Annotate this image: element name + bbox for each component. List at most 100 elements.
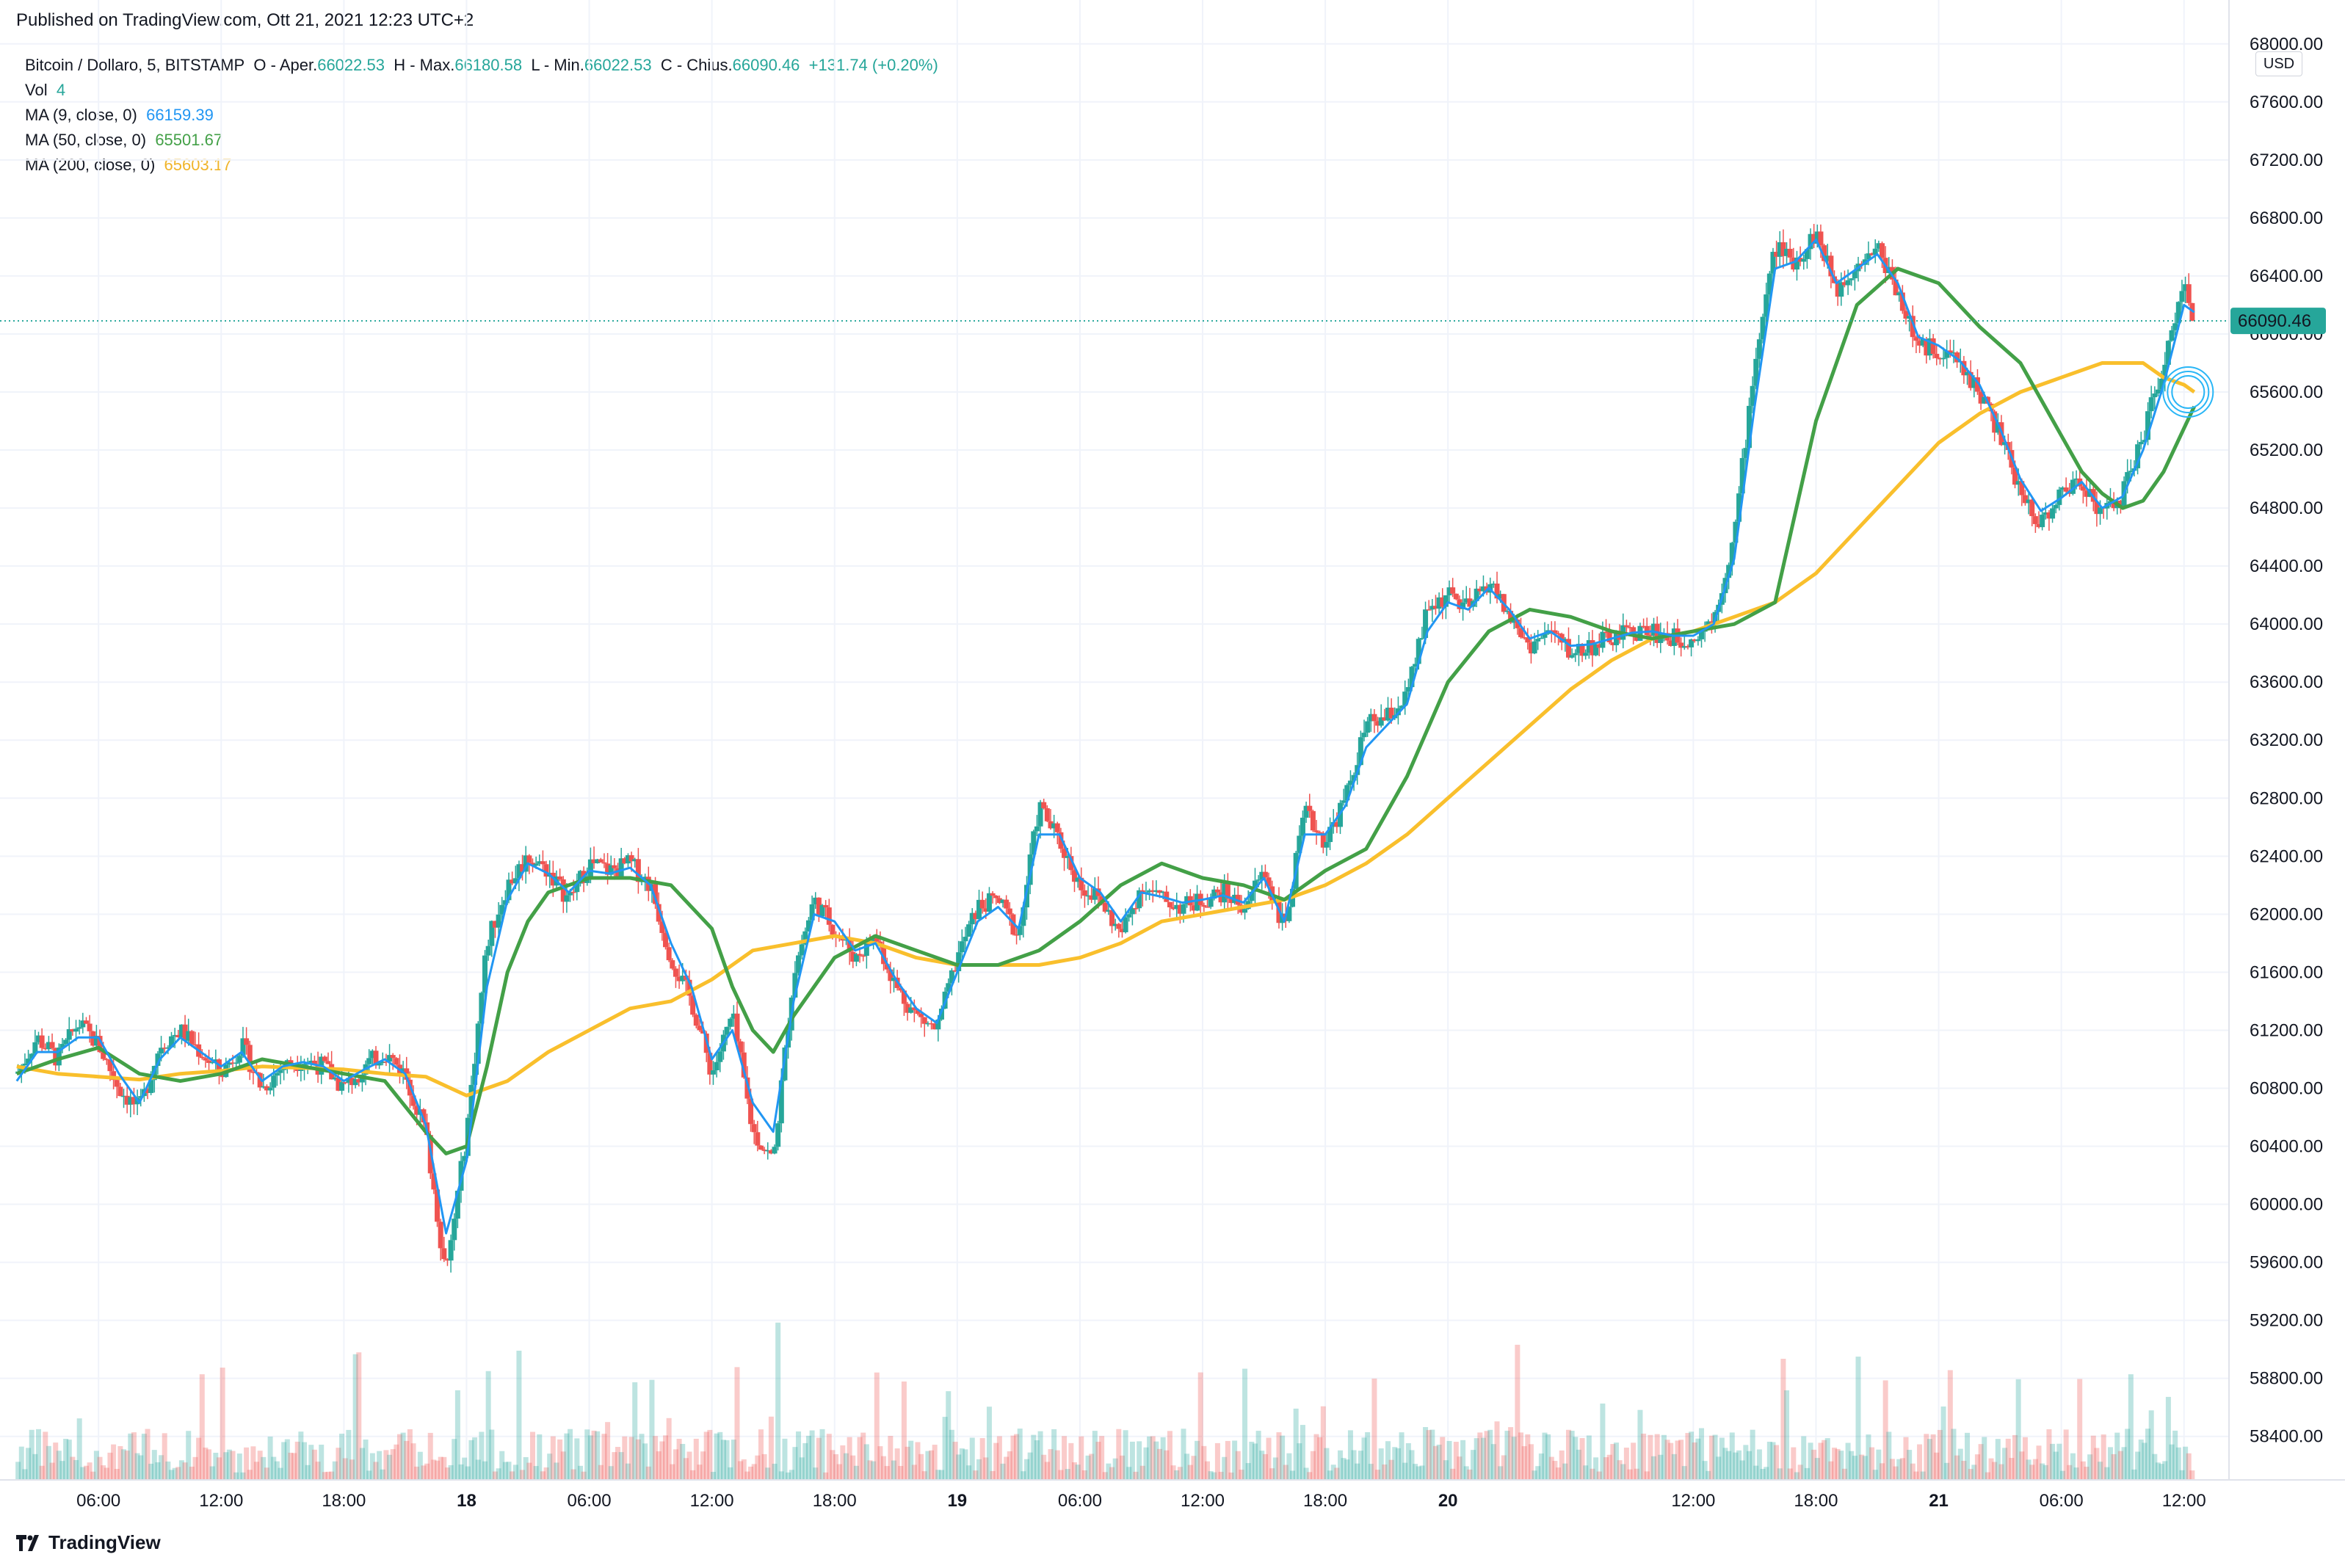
volume-bar bbox=[1787, 1468, 1793, 1480]
volume-bar bbox=[254, 1462, 260, 1480]
candle-body bbox=[1102, 902, 1108, 912]
volume-bar bbox=[1187, 1464, 1193, 1480]
price-tick-label: 63200.00 bbox=[2250, 730, 2323, 750]
price-tick-label: 61200.00 bbox=[2250, 1020, 2323, 1040]
candle-body bbox=[2080, 486, 2086, 491]
candle-body bbox=[35, 1035, 41, 1042]
candle-body bbox=[529, 863, 535, 866]
candle-body bbox=[1211, 889, 1217, 899]
volume-bar bbox=[1021, 1471, 1026, 1480]
legend-ma50-row[interactable]: MA (50, close, 0) 65501.67 bbox=[25, 128, 938, 153]
volume-bar bbox=[1913, 1471, 1919, 1480]
volume-bar bbox=[867, 1460, 873, 1480]
candle-body bbox=[390, 1055, 396, 1059]
price-tick-label: 65600.00 bbox=[2250, 382, 2323, 402]
price-tick-label: 64000.00 bbox=[2250, 614, 2323, 634]
legend-ma9-row[interactable]: MA (9, close, 0) 66159.39 bbox=[25, 103, 938, 128]
candle-body bbox=[1014, 934, 1020, 936]
candle-body bbox=[1692, 639, 1697, 642]
candle-body bbox=[63, 1039, 69, 1045]
volume-bar bbox=[871, 1461, 877, 1480]
volume-bar bbox=[414, 1466, 420, 1480]
volume-bar bbox=[568, 1429, 573, 1480]
volume-bar bbox=[2101, 1434, 2106, 1480]
candle-body bbox=[26, 1059, 32, 1064]
volume-bar bbox=[1214, 1442, 1220, 1480]
volume-bar bbox=[1535, 1466, 1541, 1480]
currency-button[interactable]: USD bbox=[2255, 51, 2302, 76]
time-axis[interactable]: 06:00 12:00 18:00 18 06:00 12:00 18:00 19 06:00 1… bbox=[76, 1491, 2206, 1511]
candle-body bbox=[1051, 823, 1057, 829]
volume-bar bbox=[1062, 1436, 1068, 1480]
volume-bar bbox=[1675, 1440, 1681, 1480]
legend-ma200-row[interactable]: MA (200, close, 0) 65603.17 bbox=[25, 153, 938, 178]
candle-body bbox=[537, 861, 543, 864]
volume-bar bbox=[1661, 1434, 1667, 1480]
candle-body bbox=[1429, 606, 1435, 610]
volume-bar bbox=[751, 1464, 757, 1480]
candle-body bbox=[1181, 904, 1186, 914]
volume-bar bbox=[1017, 1429, 1023, 1480]
volume-bar bbox=[1432, 1445, 1438, 1480]
volume-bar bbox=[720, 1440, 726, 1480]
volume-bar bbox=[298, 1431, 304, 1480]
volume-bar bbox=[1463, 1466, 1469, 1480]
candle-body bbox=[826, 907, 832, 925]
volume-bar bbox=[1484, 1431, 1490, 1480]
volume-bar bbox=[2107, 1447, 2113, 1480]
volume-bar bbox=[1569, 1431, 1575, 1480]
candle-body bbox=[1065, 856, 1070, 858]
high-label: H - Max. bbox=[394, 56, 455, 74]
volume-bar bbox=[80, 1467, 86, 1480]
volume-bar bbox=[121, 1449, 127, 1480]
current-price-tag: 66090.46 bbox=[2230, 308, 2326, 335]
candle-body bbox=[540, 861, 546, 865]
cursor-ring bbox=[2171, 375, 2206, 409]
volume-bar bbox=[894, 1448, 900, 1480]
price-tick-label: 58400.00 bbox=[2250, 1427, 2323, 1447]
candle-body bbox=[479, 992, 485, 1024]
volume-bar bbox=[2142, 1442, 2148, 1480]
candle-body bbox=[898, 987, 904, 991]
volume-bar bbox=[1157, 1448, 1163, 1480]
candle-body bbox=[1689, 639, 1695, 647]
volume-bar bbox=[792, 1447, 798, 1480]
time-tick-label: 19 bbox=[947, 1491, 967, 1511]
candle-body bbox=[1971, 377, 1977, 388]
volume-bar bbox=[2022, 1437, 2028, 1480]
volume-bar bbox=[1102, 1472, 1108, 1480]
candle-body bbox=[717, 1051, 723, 1062]
volume-bar bbox=[949, 1429, 954, 1480]
legend-vol-row[interactable]: Vol 4 bbox=[25, 78, 938, 103]
symbol-name[interactable]: Bitcoin / Dollaro, 5, BITSTAMP bbox=[25, 56, 245, 74]
volume-bar bbox=[2148, 1410, 2154, 1480]
volume-bar bbox=[1457, 1456, 1463, 1480]
volume-bar bbox=[1702, 1461, 1708, 1480]
candle-body bbox=[278, 1070, 283, 1073]
candle-body bbox=[1750, 385, 1755, 406]
price-axis[interactable]: 68000.00 67600.00 67200.00 66800.00 66400.00… bbox=[0, 0, 2345, 1481]
candle-body bbox=[1017, 926, 1023, 935]
volume-bar bbox=[172, 1467, 178, 1480]
volume-bar bbox=[884, 1466, 890, 1480]
volume-bar bbox=[2104, 1467, 2110, 1480]
candle-body bbox=[908, 1007, 914, 1013]
candle-body bbox=[43, 1048, 48, 1050]
volume-bar bbox=[1525, 1434, 1531, 1480]
price-tick-label: 66400.00 bbox=[2250, 266, 2323, 286]
volume-bar bbox=[1872, 1470, 1878, 1480]
candle-body bbox=[956, 952, 962, 972]
volume-bar bbox=[1450, 1468, 1456, 1480]
candle-body bbox=[574, 883, 580, 893]
candle-body bbox=[911, 1007, 917, 1011]
candle-body bbox=[1034, 826, 1040, 832]
ma9-value: 66159.39 bbox=[146, 106, 214, 124]
volume-bar bbox=[1978, 1444, 1984, 1480]
volume-bar bbox=[2029, 1464, 2035, 1480]
candle-body bbox=[1361, 733, 1367, 738]
volume-bar bbox=[1297, 1443, 1302, 1480]
candle-body bbox=[986, 893, 992, 912]
candle-body bbox=[1405, 687, 1411, 692]
candle-body bbox=[1849, 278, 1855, 280]
